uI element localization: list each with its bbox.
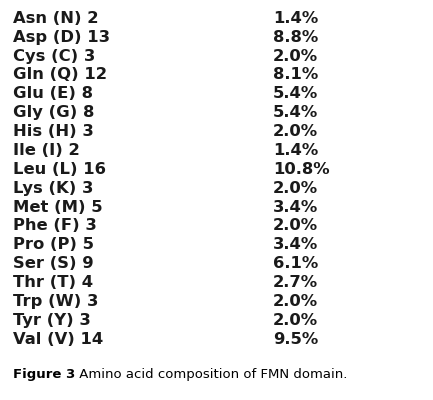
Text: Asp (D) 13: Asp (D) 13 — [13, 30, 110, 45]
Text: Gln (Q) 12: Gln (Q) 12 — [13, 68, 107, 82]
Text: 2.0%: 2.0% — [273, 294, 318, 309]
Text: 6.1%: 6.1% — [273, 256, 318, 271]
Text: 5.4%: 5.4% — [273, 86, 318, 101]
Text: Leu (L) 16: Leu (L) 16 — [13, 162, 106, 177]
Text: 2.0%: 2.0% — [273, 48, 318, 64]
Text: 5.4%: 5.4% — [273, 105, 318, 120]
Text: Glu (E) 8: Glu (E) 8 — [13, 86, 93, 101]
Text: Cys (C) 3: Cys (C) 3 — [13, 48, 95, 64]
Text: Thr (T) 4: Thr (T) 4 — [13, 275, 93, 290]
Text: Trp (W) 3: Trp (W) 3 — [13, 294, 98, 309]
Text: 3.4%: 3.4% — [273, 200, 318, 214]
Text: 8.8%: 8.8% — [273, 30, 318, 45]
Text: Pro (P) 5: Pro (P) 5 — [13, 237, 94, 252]
Text: 10.8%: 10.8% — [273, 162, 330, 177]
Text: Met (M) 5: Met (M) 5 — [13, 200, 103, 214]
Text: 9.5%: 9.5% — [273, 332, 318, 347]
Text: His (H) 3: His (H) 3 — [13, 124, 94, 139]
Text: Lys (K) 3: Lys (K) 3 — [13, 181, 94, 196]
Text: 2.7%: 2.7% — [273, 275, 318, 290]
Text: 2.0%: 2.0% — [273, 218, 318, 234]
Text: Ile (I) 2: Ile (I) 2 — [13, 143, 80, 158]
Text: Asn (N) 2: Asn (N) 2 — [13, 11, 98, 26]
Text: Val (V) 14: Val (V) 14 — [13, 332, 103, 347]
Text: 2.0%: 2.0% — [273, 124, 318, 139]
Text: Ser (S) 9: Ser (S) 9 — [13, 256, 94, 271]
Text: 1.4%: 1.4% — [273, 143, 318, 158]
Text: Tyr (Y) 3: Tyr (Y) 3 — [13, 313, 91, 328]
Text: 2.0%: 2.0% — [273, 313, 318, 328]
Text: Gly (G) 8: Gly (G) 8 — [13, 105, 94, 120]
Text: Amino acid composition of FMN domain.: Amino acid composition of FMN domain. — [75, 368, 348, 381]
Text: 8.1%: 8.1% — [273, 68, 318, 82]
Text: Figure 3: Figure 3 — [13, 368, 75, 381]
Text: 3.4%: 3.4% — [273, 237, 318, 252]
Text: 1.4%: 1.4% — [273, 11, 318, 26]
Text: Phe (F) 3: Phe (F) 3 — [13, 218, 97, 234]
Text: 2.0%: 2.0% — [273, 181, 318, 196]
